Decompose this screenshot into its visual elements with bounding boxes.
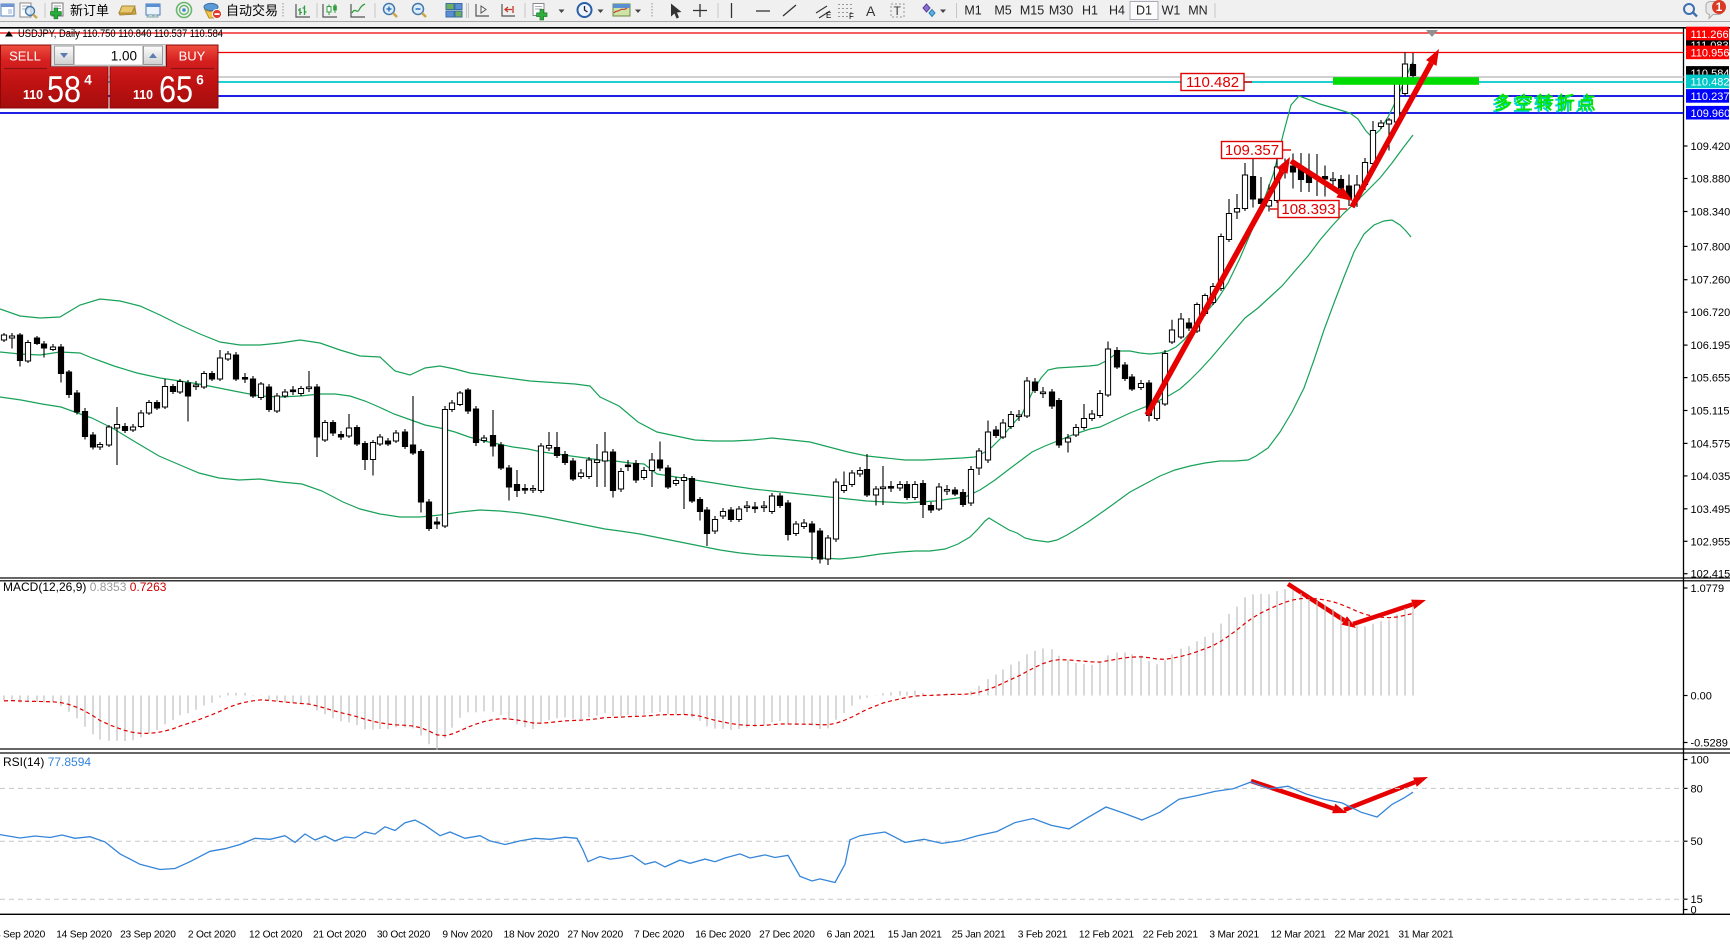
svg-text:106.720: 106.720 — [1691, 307, 1730, 319]
svg-text:110: 110 — [133, 87, 153, 102]
svg-text:6: 6 — [196, 73, 204, 88]
svg-text:15 Jan 2021: 15 Jan 2021 — [888, 930, 942, 941]
svg-text:12 Mar 2021: 12 Mar 2021 — [1271, 930, 1327, 941]
svg-text:110.482: 110.482 — [1691, 77, 1730, 89]
svg-text:RSI(14) 77.8594: RSI(14) 77.8594 — [3, 755, 91, 769]
svg-text:3 Feb 2021: 3 Feb 2021 — [1018, 930, 1068, 941]
svg-text:1: 1 — [1716, 2, 1723, 14]
svg-text:新订单: 新订单 — [70, 3, 109, 18]
svg-text:80: 80 — [1691, 783, 1703, 795]
svg-text:23 Sep 2020: 23 Sep 2020 — [120, 930, 176, 941]
svg-text:0: 0 — [1691, 905, 1697, 917]
svg-text:27 Nov 2020: 27 Nov 2020 — [567, 930, 623, 941]
svg-text:21 Oct 2020: 21 Oct 2020 — [313, 930, 367, 941]
svg-text:110: 110 — [23, 87, 43, 102]
svg-text:M30: M30 — [1049, 4, 1073, 18]
svg-text:自动交易: 自动交易 — [226, 3, 278, 18]
svg-text:E: E — [826, 11, 831, 20]
svg-text:16 Dec 2020: 16 Dec 2020 — [695, 930, 751, 941]
svg-text:102.955: 102.955 — [1691, 536, 1730, 548]
svg-text:31 Mar 2021: 31 Mar 2021 — [1398, 930, 1454, 941]
svg-text:100: 100 — [1691, 755, 1709, 767]
svg-text:USDJPY, Daily 110.750 110.840: USDJPY, Daily 110.750 110.840 110.537 11… — [18, 28, 223, 40]
svg-text:108.880: 108.880 — [1691, 174, 1730, 186]
svg-text:H1: H1 — [1082, 4, 1098, 18]
svg-text:105.115: 105.115 — [1691, 406, 1730, 418]
svg-text:T: T — [894, 4, 902, 18]
svg-text:2 Oct 2020: 2 Oct 2020 — [188, 930, 236, 941]
svg-text:多空转折点: 多空转折点 — [1492, 95, 1597, 115]
svg-text:12 Feb 2021: 12 Feb 2021 — [1079, 930, 1135, 941]
svg-text:7 Dec 2020: 7 Dec 2020 — [634, 930, 685, 941]
svg-text:25 Jan 2021: 25 Jan 2021 — [952, 930, 1006, 941]
svg-text:15: 15 — [1691, 894, 1703, 906]
svg-text:107.260: 107.260 — [1691, 275, 1730, 287]
svg-text:D1: D1 — [1136, 4, 1152, 18]
svg-text:多空转折点: 多空转折点 — [1495, 93, 1600, 113]
svg-text:14 Sep 2020: 14 Sep 2020 — [56, 930, 112, 941]
svg-text:6 Jan 2021: 6 Jan 2021 — [827, 930, 876, 941]
svg-text:0.00: 0.00 — [1691, 691, 1712, 703]
svg-text:W1: W1 — [1162, 4, 1181, 18]
svg-text:109.357: 109.357 — [1225, 142, 1279, 159]
svg-text:F: F — [849, 12, 854, 21]
svg-text:M5: M5 — [994, 4, 1011, 18]
svg-text:107.800: 107.800 — [1691, 241, 1730, 253]
svg-text:104.575: 104.575 — [1691, 438, 1730, 450]
svg-text:109.960: 109.960 — [1691, 108, 1730, 120]
svg-text:58: 58 — [47, 69, 81, 110]
svg-text:108.393: 108.393 — [1281, 201, 1335, 218]
svg-text:MACD(12,26,9) 0.8353 0.7263: MACD(12,26,9) 0.8353 0.7263 — [3, 580, 167, 594]
svg-text:-0.5289: -0.5289 — [1691, 738, 1728, 750]
svg-text:109.420: 109.420 — [1691, 141, 1730, 153]
svg-text:12 Oct 2020: 12 Oct 2020 — [249, 930, 303, 941]
svg-text:18 Nov 2020: 18 Nov 2020 — [504, 930, 560, 941]
svg-text:MN: MN — [1188, 4, 1207, 18]
svg-text:102.415: 102.415 — [1691, 569, 1730, 581]
svg-text:110.956: 110.956 — [1691, 48, 1730, 60]
svg-text:4 Sep 2020: 4 Sep 2020 — [0, 930, 46, 941]
svg-text:22 Feb 2021: 22 Feb 2021 — [1143, 930, 1199, 941]
svg-text:106.195: 106.195 — [1691, 340, 1730, 352]
svg-text:SELL: SELL — [9, 49, 41, 64]
svg-text:111.266: 111.266 — [1691, 29, 1729, 41]
svg-text:M1: M1 — [964, 4, 981, 18]
svg-text:9 Nov 2020: 9 Nov 2020 — [442, 930, 493, 941]
svg-text:1.0779: 1.0779 — [1691, 583, 1725, 595]
svg-text:105.655: 105.655 — [1691, 373, 1730, 385]
svg-text:BUY: BUY — [179, 49, 206, 64]
svg-text:M15: M15 — [1020, 4, 1044, 18]
svg-text:110.482: 110.482 — [1186, 74, 1239, 91]
svg-text:110.237: 110.237 — [1691, 91, 1730, 103]
svg-text:65: 65 — [159, 69, 193, 110]
svg-text:50: 50 — [1691, 836, 1703, 848]
svg-text:30 Oct 2020: 30 Oct 2020 — [377, 930, 431, 941]
svg-text:108.340: 108.340 — [1691, 207, 1730, 219]
svg-text:1.00: 1.00 — [111, 49, 137, 64]
svg-text:4: 4 — [84, 73, 92, 88]
svg-text:104.035: 104.035 — [1691, 471, 1730, 483]
svg-text:103.495: 103.495 — [1691, 504, 1730, 516]
svg-text:22 Mar 2021: 22 Mar 2021 — [1334, 930, 1390, 941]
svg-text:27 Dec 2020: 27 Dec 2020 — [759, 930, 815, 941]
svg-text:3 Mar 2021: 3 Mar 2021 — [1209, 930, 1259, 941]
svg-text:A: A — [866, 3, 876, 19]
svg-text:H4: H4 — [1109, 4, 1125, 18]
